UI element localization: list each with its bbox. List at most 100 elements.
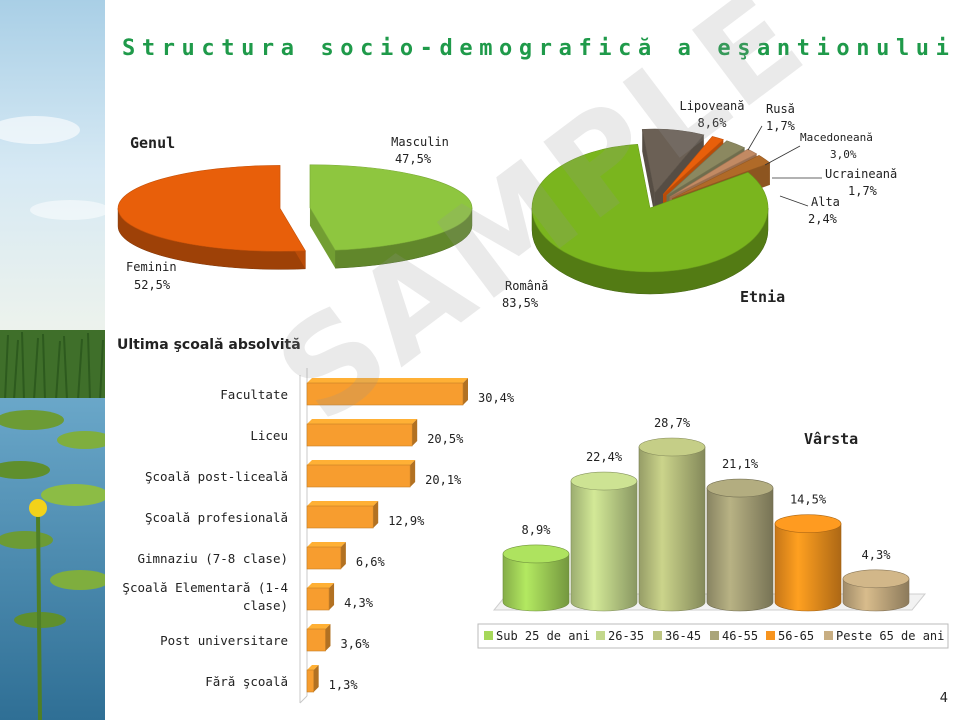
varsta-legend-swatch (484, 631, 493, 640)
scoala-value-label: 4,3% (344, 596, 374, 610)
scoala-bar-side (410, 460, 416, 487)
scoala-value-label: 30,4% (478, 391, 515, 405)
varsta-bar-cap (570, 471, 638, 491)
scoala-bar-facultate (306, 382, 464, 406)
scoala-bar-top (307, 624, 331, 629)
scoala-bars: 30,4% Facultate 20,5% Liceu 20,1% Şcoală post… (122, 378, 515, 693)
etnia-slice-rusa (662, 136, 724, 195)
genul-value-masculin: 47,5% (395, 152, 432, 166)
varsta-bar-cap (842, 569, 910, 589)
etnia-labels: Română 83,5% Lipoveană 8,6% Rusă 1,7% Macedone… (502, 99, 897, 310)
etnia-value-alta: 2,4% (808, 212, 838, 226)
etnia-value-rusa: 1,7% (766, 119, 796, 133)
scoala-bar-post-universitare (306, 628, 326, 652)
varsta-legend-label: 36-45 (665, 629, 701, 643)
varsta-legend-label: 56-65 (778, 629, 814, 643)
genul-label-feminin: Feminin (126, 260, 177, 274)
etnia-leader-line (747, 125, 763, 151)
scoala-category-label: Gimnaziu (7-8 clase) (137, 551, 288, 566)
scoala-bar-scoala-post-liceala (306, 464, 411, 488)
scoala-value-label: 3,6% (340, 637, 370, 651)
varsta-value-label: 22,4% (586, 450, 623, 464)
varsta-value-label: 28,7% (654, 416, 691, 430)
scoala-bar-side (373, 501, 379, 528)
scoala-value-label: 6,6% (356, 555, 386, 569)
varsta-legend-swatch (653, 631, 662, 640)
etnia-value-macedoneana: 3,0% (830, 148, 857, 161)
varsta-legend-label: Peste 65 de ani (836, 629, 944, 643)
scoala-value-label: 12,9% (388, 514, 425, 528)
genul-slice-masculin (309, 164, 473, 251)
etnia-slice-macedoneana (666, 140, 746, 196)
scoala-category-label: Post universitare (160, 633, 288, 648)
etnia-side-lipoveana-wall-0 (642, 129, 655, 216)
scoala-bar-side (313, 665, 319, 692)
varsta-legend-items: Sub 25 de ani 26-35 36-45 46-55 56-65 Peste 6… (484, 629, 944, 643)
varsta-bar-46-55 (706, 487, 774, 612)
slide-title: Structura socio-demografică a eşantionul… (122, 36, 956, 61)
scoala-category-label: Facultate (220, 387, 288, 402)
chart-title-genul: Genul (130, 134, 175, 152)
etnia-leader-line (779, 195, 809, 207)
scoala-bar-side (325, 624, 331, 651)
scoala-bar-scoala-profesionala (306, 505, 374, 529)
etnia-slice-lipoveana (641, 128, 705, 194)
varsta-bar-cap (774, 514, 842, 533)
varsta-legend-swatch (766, 631, 775, 640)
etnia-slice-alta (671, 155, 771, 199)
scoala-category-label: Liceu (250, 428, 288, 443)
scoala-bar-top (307, 501, 379, 506)
varsta-bar-56-65 (774, 523, 842, 612)
genul-value-feminin: 52,5% (134, 278, 171, 292)
varsta-bar-36-45 (638, 446, 706, 612)
etnia-slice-romana (531, 144, 769, 273)
scoala-category-label: clase) (243, 598, 288, 613)
varsta-bar-26-35 (570, 480, 638, 612)
etnia-value-ucraineana: 1,7% (848, 184, 878, 198)
etnia-slice-ucraineana (669, 148, 758, 198)
etnia-label-romana: Română (505, 279, 548, 293)
scoala-bar-fara-scoala (306, 669, 314, 693)
varsta-legend-swatch (596, 631, 605, 640)
chart-title-scoala: Ultima şcoală absolvită (117, 337, 301, 353)
chart-genul: Genul Masculin 47,5% Feminin 52,5% (117, 134, 473, 292)
scoala-bar-gimnaziu-7-8-clase (306, 546, 342, 570)
genul-pie (117, 164, 473, 270)
varsta-value-label: 8,9% (522, 523, 552, 537)
varsta-legend-label: 46-55 (722, 629, 758, 643)
etnia-label-macedoneana: Macedoneană (800, 131, 873, 144)
etnia-label-rusa: Rusă (766, 102, 795, 116)
scoala-bar-top (307, 378, 468, 383)
scoala-bar-side (463, 378, 468, 405)
varsta-value-label: 21,1% (722, 457, 759, 471)
varsta-value-label: 14,5% (790, 493, 827, 507)
page-number: 4 (939, 691, 948, 706)
scoala-value-label: 20,5% (427, 432, 464, 446)
scoala-bar-top (307, 419, 418, 424)
varsta-legend-swatch (710, 631, 719, 640)
scoala-value-label: 20,1% (425, 473, 462, 487)
varsta-legend-swatch (824, 631, 833, 640)
genul-side-masculin-wall-1 (309, 207, 336, 269)
varsta-bar-cap (706, 478, 774, 498)
scoala-bar-scoala-elementara-1-4-clase (306, 587, 330, 611)
varsta-legend-label: Sub 25 de ani (496, 629, 590, 643)
scoala-category-label: Şcoală profesională (145, 510, 288, 525)
scoala-bar-side (329, 583, 335, 610)
genul-slice-feminin (117, 165, 306, 252)
scoala-category-label: Şcoală Elementară (1-4 (122, 580, 288, 595)
varsta-bars: 8,9% 22,4% 28,7% 21,1% 14,5% 4,3% (502, 416, 910, 612)
scoala-category-label: Şcoală post-liceală (145, 469, 288, 484)
genul-label-masculin: Masculin (391, 135, 449, 149)
etnia-leader-line (764, 145, 801, 166)
side-photo (0, 0, 105, 720)
etnia-label-lipoveana: Lipoveană (679, 99, 744, 113)
etnia-label-ucraineana: Ucraineană (825, 167, 897, 181)
etnia-value-lipoveana: 8,6% (698, 116, 728, 130)
varsta-bar-cap (638, 437, 706, 457)
chart-etnia: Etnia Română 83,5% Lipoveană 8,6% Rusă 1,7% Ma… (502, 99, 897, 310)
scoala-bar-top (307, 542, 346, 547)
chart-varsta: Vârsta 8,9% 22,4% 28,7% 21,1% 14,5% 4,3% Sub … (477, 416, 949, 649)
